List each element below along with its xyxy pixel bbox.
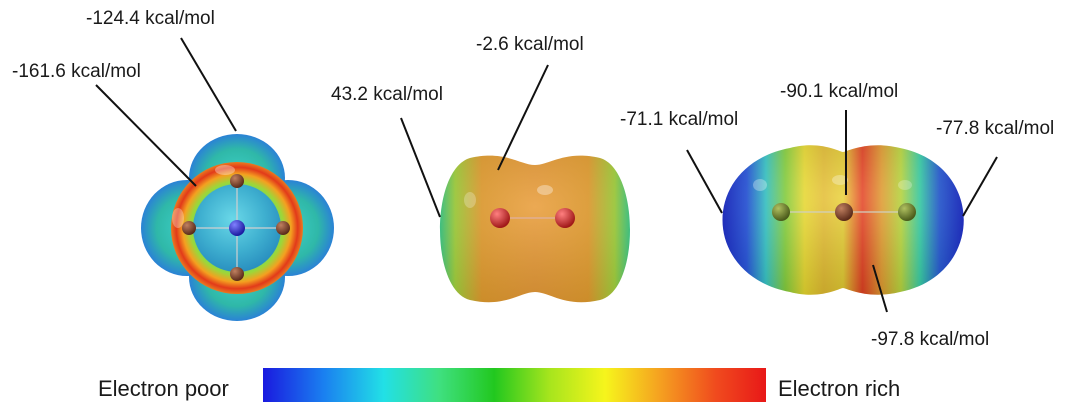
molecule-1-atoms bbox=[182, 174, 290, 281]
colorbar-legend: Electron poor Electron rich bbox=[98, 368, 900, 402]
label-mol3-top: -90.1 kcal/mol bbox=[780, 81, 898, 102]
label-mol2-left: 43.2 kcal/mol bbox=[331, 84, 443, 105]
colorbar-gradient bbox=[263, 368, 766, 402]
label-mol3-right: -77.8 kcal/mol bbox=[936, 118, 1054, 139]
label-mol1-left: -161.6 kcal/mol bbox=[12, 61, 141, 82]
colorbar-right-label: Electron rich bbox=[778, 376, 900, 401]
colorbar-left-label: Electron poor bbox=[98, 376, 229, 401]
molecule-2-esp-surface bbox=[440, 155, 630, 303]
label-mol2-top: -2.6 kcal/mol bbox=[476, 34, 584, 55]
label-mol1-top: -124.4 kcal/mol bbox=[86, 8, 215, 29]
leader-lines bbox=[95, 37, 998, 313]
label-mol3-bottom: -97.8 kcal/mol bbox=[871, 329, 989, 350]
label-mol3-left: -71.1 kcal/mol bbox=[620, 109, 738, 130]
molecule-3-atoms bbox=[772, 203, 916, 221]
molecule-2-atoms bbox=[490, 208, 575, 228]
